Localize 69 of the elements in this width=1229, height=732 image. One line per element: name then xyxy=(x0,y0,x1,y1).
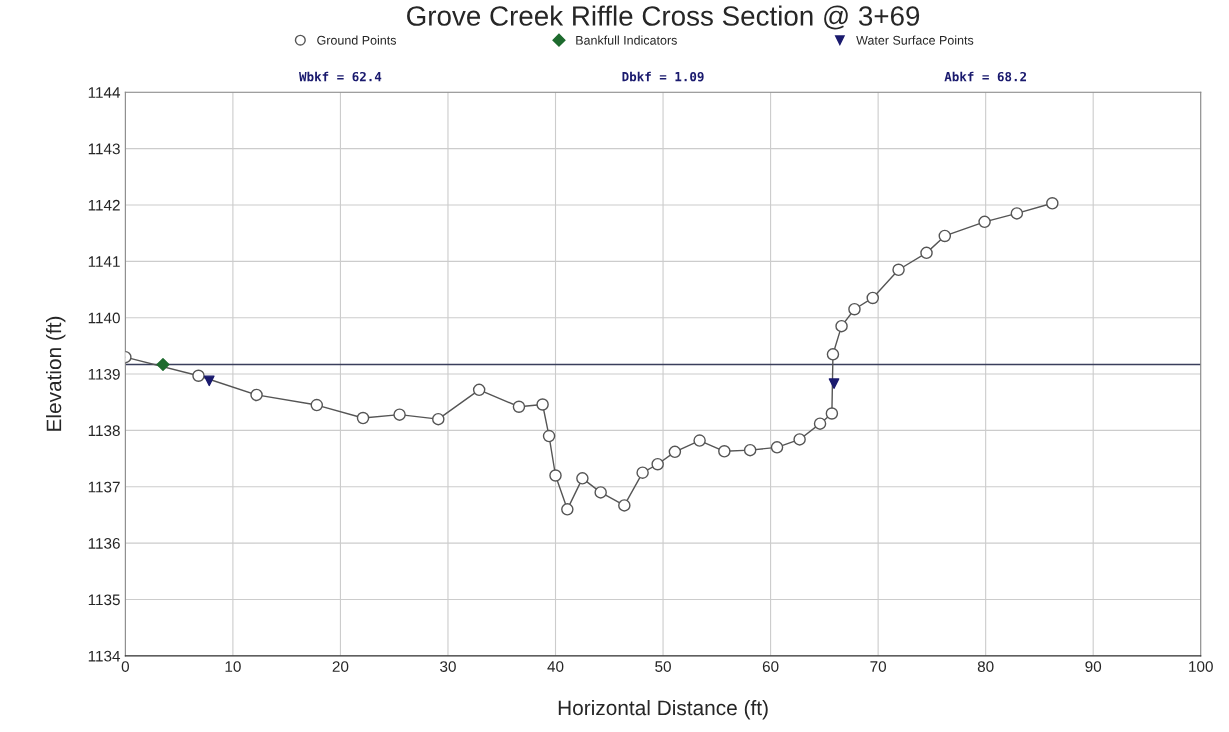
y-tick-label: 1135 xyxy=(88,594,120,606)
legend-label: Water Surface Points xyxy=(856,35,974,45)
point xyxy=(549,469,562,482)
x-tick-label: 30 xyxy=(440,661,456,672)
point xyxy=(892,263,905,277)
y-tick-label: 1138 xyxy=(88,425,120,437)
x-tick-label: 40 xyxy=(547,661,564,672)
y-tick-label: 1140 xyxy=(88,312,120,324)
x-tick-label: 20 xyxy=(332,661,349,672)
point xyxy=(594,486,607,499)
y-tick-label: 1137 xyxy=(88,481,120,493)
x-tick-label: 70 xyxy=(870,661,887,672)
point xyxy=(472,383,486,397)
y-tick-label: 1136 xyxy=(88,538,120,549)
point xyxy=(793,433,806,446)
y-tick-label: 1143 xyxy=(88,143,120,155)
x-tick-label: 10 xyxy=(225,661,241,672)
text: Wbkf = 62.4 xyxy=(299,71,382,82)
text: Dbkf = 1.09 xyxy=(622,71,704,82)
point xyxy=(310,398,324,412)
y-tick-label: 1139 xyxy=(88,368,120,380)
point xyxy=(536,398,549,411)
point xyxy=(512,400,526,413)
x-tick-label: 60 xyxy=(762,661,779,672)
x-tick-label: 100 xyxy=(1189,661,1213,672)
point xyxy=(576,472,589,485)
y-tick-label: 1141 xyxy=(88,256,120,267)
point xyxy=(561,503,574,516)
point xyxy=(250,388,263,402)
y-tick-label: 1144 xyxy=(88,87,121,98)
point xyxy=(356,411,370,425)
point xyxy=(866,291,879,305)
point xyxy=(651,457,664,471)
point xyxy=(203,375,215,387)
point xyxy=(542,429,556,443)
point xyxy=(668,445,682,459)
x-axis-title: Horizontal Distance (ft) xyxy=(558,699,768,720)
point xyxy=(770,441,784,454)
x-tick-label: 90 xyxy=(1085,661,1102,672)
point xyxy=(828,378,840,389)
point xyxy=(813,417,827,430)
point xyxy=(693,434,706,447)
x-tick-label: 0 xyxy=(121,661,130,672)
point xyxy=(978,215,991,229)
y-tick-label: 1134 xyxy=(88,650,121,662)
point xyxy=(156,357,170,371)
y-axis-title: Elevation (ft) xyxy=(46,316,66,431)
x-tick-label: 50 xyxy=(655,661,671,672)
point xyxy=(432,412,445,426)
point xyxy=(718,445,731,458)
legend-label: Ground Points xyxy=(317,35,397,45)
text: Abkf = 68.2 xyxy=(944,71,1027,82)
point xyxy=(835,319,848,333)
point xyxy=(1010,207,1024,220)
point xyxy=(848,302,861,316)
point xyxy=(920,246,933,260)
point xyxy=(618,499,631,512)
point xyxy=(743,443,757,457)
point xyxy=(636,466,649,479)
legend-label: Bankfull Indicators xyxy=(576,35,677,45)
chart-title: Grove Creek Riffle Cross Section @ 3+69 xyxy=(407,5,920,30)
point xyxy=(1046,197,1059,210)
point xyxy=(938,229,952,243)
point xyxy=(393,408,406,421)
point xyxy=(825,407,839,420)
y-tick-label: 1142 xyxy=(88,199,120,211)
x-tick-label: 80 xyxy=(977,661,994,672)
point xyxy=(826,348,840,361)
point xyxy=(192,369,205,382)
